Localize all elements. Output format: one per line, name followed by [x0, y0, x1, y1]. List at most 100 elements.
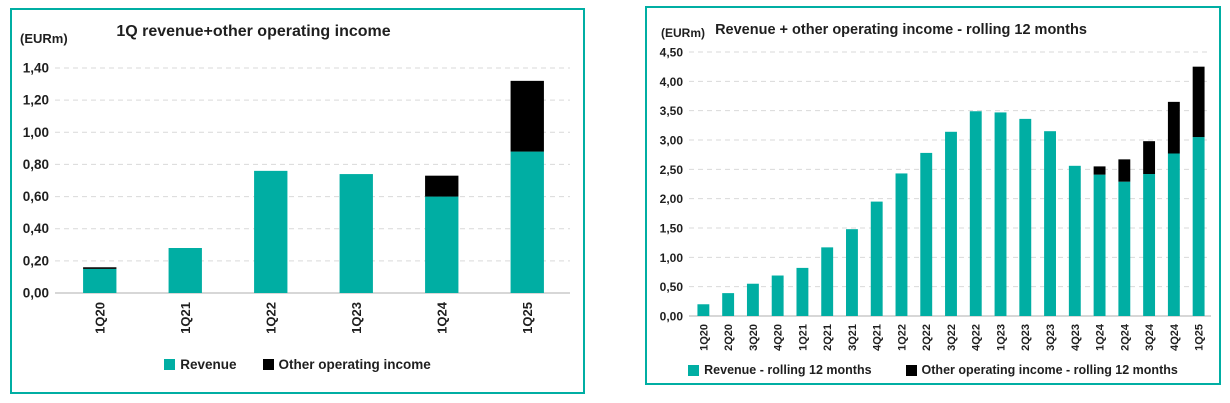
x-tick-label-2Q23: 2Q23	[1020, 324, 1032, 351]
x-tick-label-2Q20: 2Q20	[723, 324, 735, 351]
bar-segment-revenue-1Q23	[339, 174, 373, 293]
x-tick-label-1Q25: 1Q25	[520, 302, 535, 334]
bar-segment-revenue-1Q21	[168, 248, 202, 293]
bar-segment-revenue-1Q21	[796, 267, 809, 316]
chart-title-rolling12m: Revenue + other operating income - rolli…	[715, 22, 1087, 38]
legend-item-revenue: Revenue	[164, 357, 237, 372]
x-tick-label-3Q23: 3Q23	[1045, 324, 1057, 351]
legend-swatch-other-income	[262, 359, 274, 370]
bar-segment-revenue-4Q23	[1068, 165, 1081, 316]
bar-segment-revenue-1Q20	[697, 304, 710, 316]
x-tick-label-2Q21: 2Q21	[822, 324, 834, 351]
x-tick-label-3Q20: 3Q20	[748, 324, 760, 351]
bar-segment-revenue-1Q20	[83, 268, 117, 293]
bar-segment-revenue-3Q21	[846, 229, 858, 316]
bar-segment-other-income-1Q25	[510, 80, 544, 152]
x-tick-label-1Q24: 1Q24	[434, 301, 449, 334]
legend-label-other-income-rolling: Other operating income - rolling 12 mont…	[921, 363, 1178, 377]
bar-segment-revenue-1Q25	[510, 151, 544, 293]
bar-segment-other-income-1Q24	[1093, 166, 1106, 175]
legend-item-other-income-rolling: Other operating income - rolling 12 mont…	[905, 363, 1178, 377]
chart-plot-1q: 0,00 0,20 0,40 0,60 0,80 1,00 1,20 1,40 1Q20 1Q21…	[23, 61, 570, 334]
bar-segment-revenue-3Q22	[945, 131, 957, 316]
y-tick-label: 0,00	[23, 286, 49, 301]
y-tick-label: 3,50	[660, 104, 684, 118]
bar-segment-revenue-2Q22	[920, 152, 933, 316]
y-tick-label: 0,80	[23, 157, 49, 172]
x-tick-label-4Q22: 4Q22	[971, 324, 983, 351]
x-tick-label-1Q25: 1Q25	[1194, 324, 1206, 351]
x-tick-label-1Q22: 1Q22	[263, 302, 278, 334]
bar-segment-revenue-1Q24	[1093, 174, 1106, 316]
bar-segment-other-income-1Q20	[83, 267, 117, 269]
y-tick-label: 0,50	[660, 280, 684, 294]
x-tick-label-1Q22: 1Q22	[896, 324, 908, 351]
chart-plot-rolling12m: 0,00 0,50 1,00 1,50 2,00 2,50 3,00 3,50 4,00 4,50…	[660, 46, 1211, 351]
y-tick-label: 1,00	[660, 251, 684, 265]
x-tick-label-2Q22: 2Q22	[921, 324, 933, 351]
x-tick-label-4Q20: 4Q20	[773, 324, 785, 351]
y-tick-label: 2,00	[660, 192, 684, 206]
unit-label-rolling12m: (EURm)	[661, 26, 705, 40]
bar-segment-revenue-4Q22	[969, 111, 982, 317]
bar-segment-revenue-3Q23	[1044, 131, 1056, 316]
legend-1q: Revenue Other operating income	[12, 357, 583, 372]
bar-segment-revenue-3Q20	[746, 283, 759, 316]
x-tick-label-1Q21: 1Q21	[178, 302, 193, 334]
bar-segment-other-income-1Q24	[425, 175, 459, 197]
x-tick-label-2Q24: 2Q24	[1119, 323, 1131, 351]
legend-label-revenue-rolling: Revenue - rolling 12 months	[704, 363, 872, 377]
x-tick-label-4Q23: 4Q23	[1070, 324, 1082, 351]
y-tick-label: 3,00	[660, 134, 684, 148]
x-tick-label-1Q20: 1Q20	[698, 324, 710, 351]
bar-segment-revenue-2Q21	[821, 247, 834, 316]
y-tick-label: 0,20	[23, 253, 49, 268]
y-tick-label: 2,50	[660, 163, 684, 177]
legend-item-revenue-rolling: Revenue - rolling 12 months	[688, 363, 872, 377]
bar-segment-revenue-2Q23	[1019, 118, 1032, 316]
x-tick-label-3Q21: 3Q21	[847, 324, 859, 351]
bar-segment-revenue-3Q24	[1143, 174, 1156, 316]
bar-segment-revenue-1Q24	[425, 196, 459, 293]
bar-segment-other-income-4Q24	[1167, 101, 1180, 154]
bar-segment-revenue-4Q24	[1167, 153, 1180, 316]
bar-segment-other-income-1Q25	[1192, 66, 1205, 138]
y-tick-label: 4,50	[660, 46, 684, 60]
y-tick-label: 0,00	[660, 310, 684, 324]
x-tick-label-3Q24: 3Q24	[1144, 323, 1156, 351]
legend-swatch-revenue	[164, 359, 176, 370]
x-tick-label-1Q23: 1Q23	[995, 324, 1007, 351]
y-tick-label: 4,00	[660, 75, 684, 89]
x-tick-label-1Q24: 1Q24	[1095, 323, 1107, 351]
bar-segment-revenue-1Q22	[895, 173, 908, 316]
bar-segment-other-income-3Q24	[1143, 141, 1156, 175]
y-tick-label: 0,40	[23, 221, 49, 236]
y-tick-label: 0,60	[23, 189, 49, 204]
bar-segment-revenue-4Q20	[771, 275, 784, 316]
bar-segment-revenue-4Q21	[870, 201, 883, 316]
bar-segment-other-income-2Q24	[1118, 159, 1131, 182]
bar-segment-revenue-1Q22	[254, 170, 288, 293]
y-tick-label: 1,20	[23, 93, 49, 108]
legend-swatch-revenue-rolling	[688, 364, 700, 376]
legend-label-revenue: Revenue	[180, 357, 237, 372]
x-tick-label-1Q20: 1Q20	[92, 302, 107, 334]
x-tick-label-4Q24: 4Q24	[1169, 323, 1181, 351]
unit-label-1q: (EURm)	[20, 31, 68, 46]
legend-item-other-income: Other operating income	[262, 357, 431, 372]
x-tick-label-1Q23: 1Q23	[349, 302, 364, 334]
legend-label-other-income: Other operating income	[278, 357, 431, 372]
x-tick-label-3Q22: 3Q22	[946, 324, 958, 351]
y-tick-label: 1,50	[660, 222, 684, 236]
bar-segment-revenue-2Q20	[722, 293, 735, 316]
bar-segment-revenue-1Q23	[994, 112, 1007, 316]
chart-panel-1q: (EURm) 1Q revenue+other operating income…	[10, 8, 585, 394]
y-tick-label: 1,40	[23, 61, 49, 76]
bar-segment-revenue-2Q24	[1118, 181, 1131, 316]
chart-title-1q: 1Q revenue+other operating income	[116, 23, 391, 40]
x-tick-label-4Q21: 4Q21	[872, 324, 884, 351]
legend-swatch-other-income-rolling	[905, 364, 917, 376]
bar-segment-revenue-1Q25	[1192, 137, 1205, 316]
x-tick-label-1Q21: 1Q21	[797, 324, 809, 351]
